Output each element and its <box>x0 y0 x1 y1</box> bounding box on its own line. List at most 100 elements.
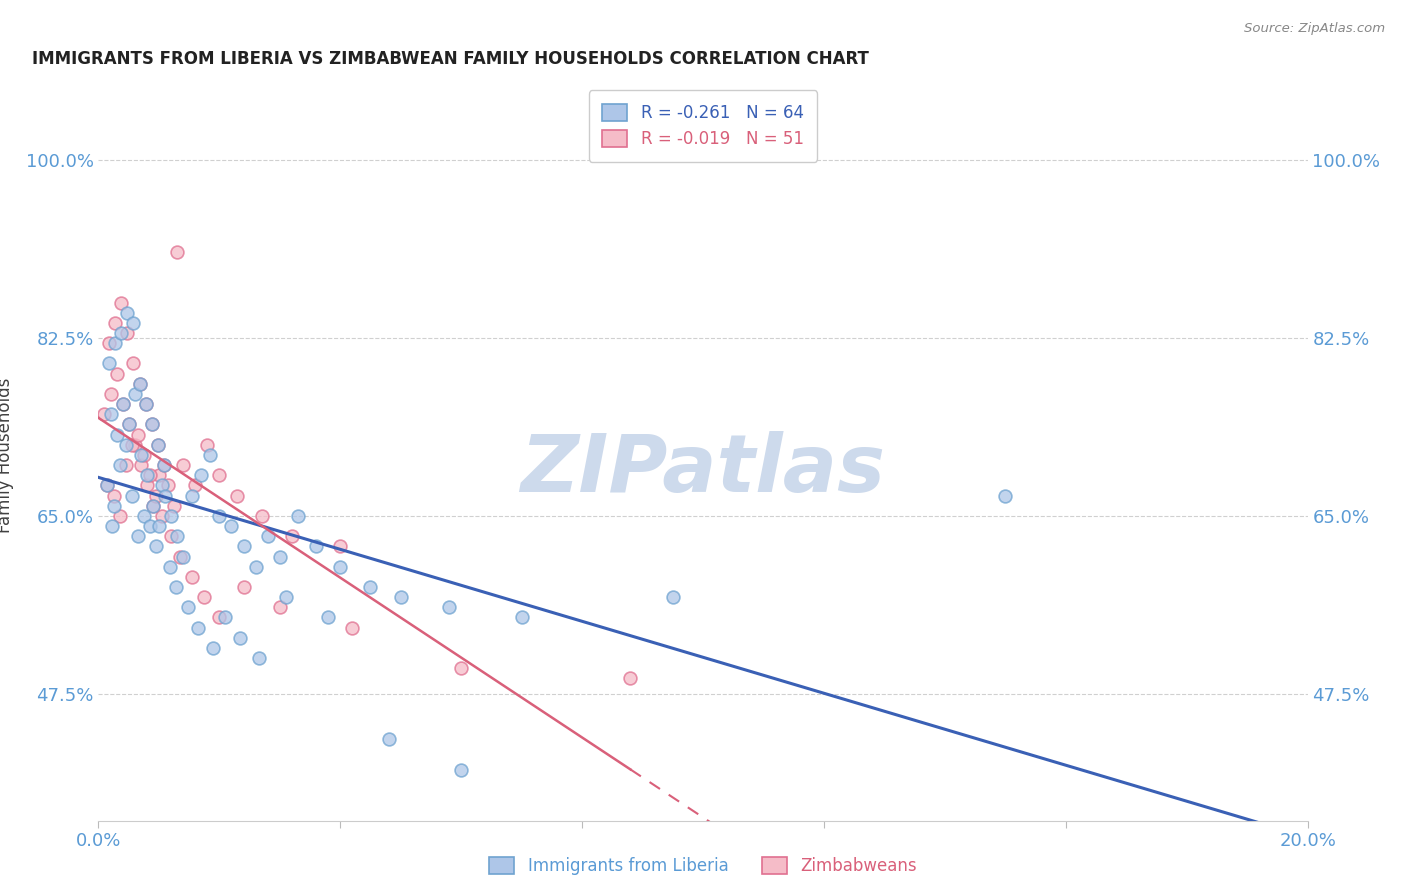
Point <box>121 489 143 503</box>
Point <box>104 336 127 351</box>
Point <box>100 519 122 533</box>
Legend: R = -0.261   N = 64, R = -0.019   N = 51: R = -0.261 N = 64, R = -0.019 N = 51 <box>589 90 817 161</box>
Point <box>316 610 339 624</box>
Point <box>661 590 683 604</box>
Point <box>98 336 121 351</box>
Point <box>177 600 200 615</box>
Point <box>139 468 162 483</box>
Point <box>105 427 128 442</box>
Point <box>256 529 278 543</box>
Point <box>166 529 188 543</box>
Point <box>145 539 167 553</box>
Point <box>181 489 204 503</box>
Point <box>96 478 118 492</box>
Point <box>103 489 125 503</box>
Point <box>152 458 174 472</box>
Point <box>117 306 139 320</box>
Point <box>156 478 179 492</box>
Point <box>128 376 150 391</box>
Point <box>226 489 249 503</box>
Point <box>160 529 183 543</box>
Point <box>150 508 173 523</box>
Point <box>103 499 125 513</box>
Point <box>135 397 157 411</box>
Point <box>160 508 183 523</box>
Point <box>121 438 143 452</box>
Point <box>111 397 134 411</box>
Point <box>132 508 155 523</box>
Point <box>247 651 270 665</box>
Point <box>132 448 155 462</box>
Point <box>232 580 254 594</box>
Point <box>377 732 399 747</box>
Point <box>148 519 170 533</box>
Point <box>104 316 127 330</box>
Point <box>229 631 252 645</box>
Point <box>193 590 215 604</box>
Point <box>96 478 118 492</box>
Point <box>100 387 122 401</box>
Point <box>245 559 267 574</box>
Point <box>141 417 163 432</box>
Point <box>208 508 231 523</box>
Point <box>165 580 187 594</box>
Point <box>124 387 146 401</box>
Point <box>437 600 460 615</box>
Point <box>110 295 132 310</box>
Y-axis label: Family Households: Family Households <box>0 377 14 533</box>
Point <box>146 438 169 452</box>
Point <box>187 621 209 635</box>
Point <box>129 458 152 472</box>
Point <box>142 499 165 513</box>
Point <box>360 580 382 594</box>
Point <box>153 489 176 503</box>
Point <box>114 458 136 472</box>
Point <box>114 438 136 452</box>
Point <box>510 610 533 624</box>
Text: Source: ZipAtlas.com: Source: ZipAtlas.com <box>1244 22 1385 36</box>
Point <box>135 468 157 483</box>
Point <box>281 529 304 543</box>
Point <box>994 489 1017 503</box>
Point <box>195 438 218 452</box>
Point <box>152 458 174 472</box>
Point <box>329 539 352 553</box>
Point <box>128 376 150 391</box>
Point <box>135 397 157 411</box>
Point <box>169 549 191 564</box>
Point <box>342 621 364 635</box>
Point <box>117 326 139 340</box>
Point <box>93 407 115 421</box>
Point <box>127 529 149 543</box>
Point <box>100 407 122 421</box>
Point <box>159 559 181 574</box>
Point <box>108 458 131 472</box>
Point <box>118 417 141 432</box>
Legend: Immigrants from Liberia, Zimbabweans: Immigrants from Liberia, Zimbabweans <box>481 849 925 884</box>
Point <box>190 468 212 483</box>
Point <box>329 559 352 574</box>
Point <box>250 508 273 523</box>
Point <box>208 468 231 483</box>
Point <box>127 427 149 442</box>
Point <box>111 397 134 411</box>
Point <box>166 244 188 259</box>
Point <box>184 478 207 492</box>
Point <box>122 316 145 330</box>
Point <box>181 570 204 584</box>
Point <box>269 549 291 564</box>
Point <box>141 417 163 432</box>
Point <box>129 448 152 462</box>
Point <box>214 610 236 624</box>
Point <box>122 356 145 371</box>
Point <box>148 468 170 483</box>
Point <box>139 519 162 533</box>
Point <box>287 508 309 523</box>
Point <box>163 499 186 513</box>
Point <box>118 417 141 432</box>
Point <box>172 549 194 564</box>
Point <box>124 438 146 452</box>
Point <box>269 600 291 615</box>
Point <box>208 610 231 624</box>
Point <box>274 590 297 604</box>
